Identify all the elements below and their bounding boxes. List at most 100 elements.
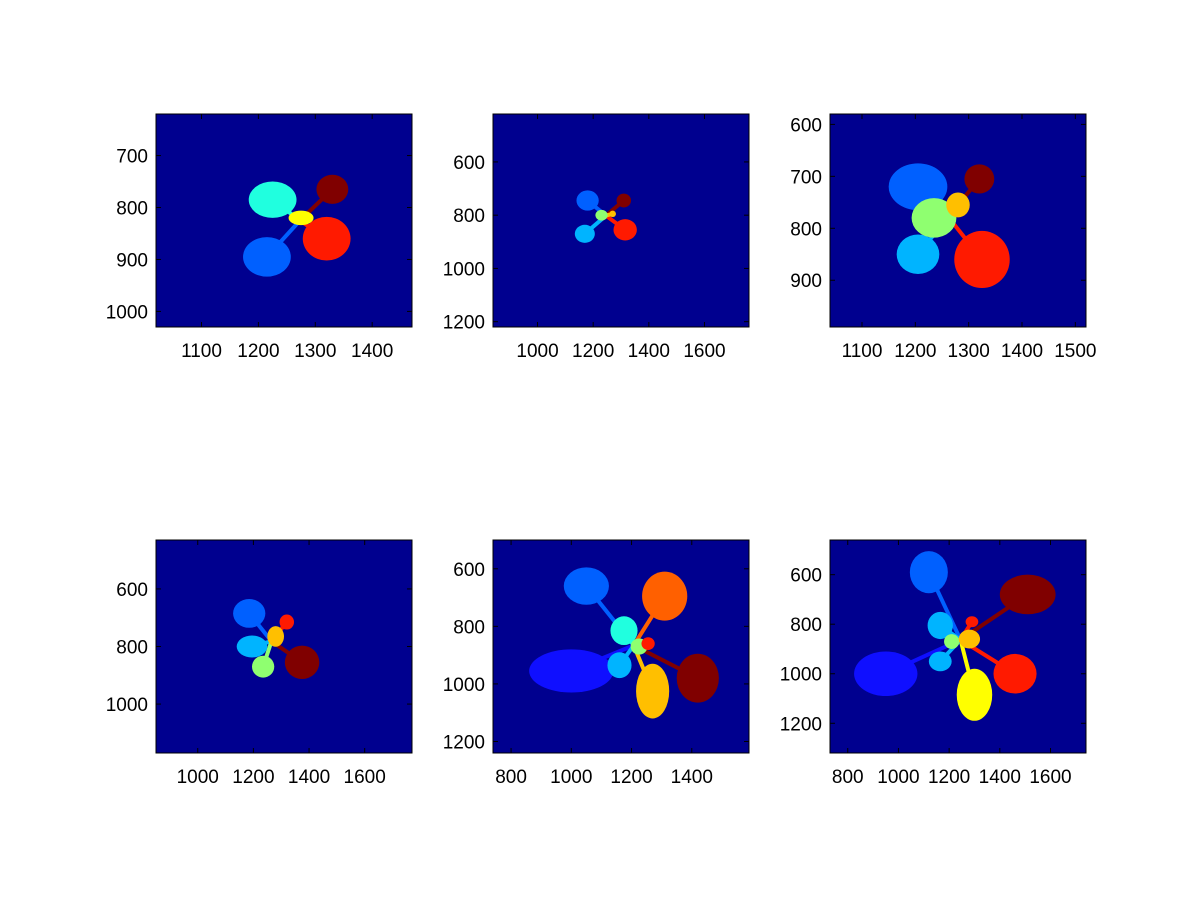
y-tick-label: 800 bbox=[453, 617, 485, 638]
leaf-segment bbox=[252, 655, 275, 678]
leaf-segment bbox=[928, 651, 952, 672]
leaf-segment bbox=[642, 571, 688, 621]
leaf-segment bbox=[316, 174, 349, 204]
x-tick-label: 1000 bbox=[516, 341, 558, 362]
x-tick-label: 1200 bbox=[928, 767, 970, 788]
leaf-segment bbox=[616, 193, 632, 208]
subplot-6: 800 1000 1200 1400 1600 600 800 1000 1200 bbox=[780, 539, 1087, 788]
y-tick-label: 700 bbox=[116, 147, 148, 168]
x-tick-label: 1400 bbox=[979, 767, 1021, 788]
axes-frame bbox=[155, 113, 413, 328]
y-tick-label: 1000 bbox=[443, 675, 485, 696]
x-tick-label: 1400 bbox=[288, 767, 330, 788]
plot-area bbox=[156, 114, 412, 327]
plot-area bbox=[830, 540, 1086, 753]
segmentation-image bbox=[529, 567, 719, 719]
leaf-segment bbox=[854, 651, 918, 697]
leaf-segment bbox=[288, 210, 314, 226]
subplot-grid: 1100 1200 1300 1400 700 800 900 1000 1000 1200 140… bbox=[106, 113, 1096, 788]
x-tick-label: 1000 bbox=[177, 767, 219, 788]
leaf-segment bbox=[609, 210, 616, 218]
y-tick-label: 900 bbox=[790, 271, 822, 292]
leaf-segment bbox=[636, 663, 670, 719]
leaf-segment bbox=[964, 164, 995, 194]
subplot-5: 800 1000 1200 1400 600 800 1000 1200 bbox=[443, 539, 750, 788]
leaf-segment bbox=[284, 645, 320, 680]
leaf-segment bbox=[956, 668, 993, 721]
x-tick-label: 1400 bbox=[671, 767, 713, 788]
y-tick-label: 1200 bbox=[443, 732, 485, 753]
leaf-segment bbox=[267, 626, 284, 647]
subplot-4: 1000 1200 1400 1600 600 800 1000 bbox=[106, 539, 413, 788]
y-tick-label: 1000 bbox=[106, 695, 148, 716]
leaf-segment bbox=[574, 224, 595, 243]
leaf-segment bbox=[529, 649, 614, 693]
x-tick-label: 1600 bbox=[683, 341, 725, 362]
leaf-segment bbox=[954, 230, 1010, 289]
y-tick-label: 1000 bbox=[780, 665, 822, 686]
subplot-1: 1100 1200 1300 1400 700 800 900 1000 bbox=[106, 113, 413, 362]
x-tick-label: 1200 bbox=[237, 341, 279, 362]
leaf-segment bbox=[999, 574, 1056, 615]
y-tick-label: 600 bbox=[790, 566, 822, 587]
x-tick-label: 1100 bbox=[842, 341, 883, 362]
y-tick-label: 600 bbox=[453, 560, 485, 581]
leaf-segment bbox=[595, 209, 608, 221]
leaf-segment bbox=[946, 192, 970, 218]
segmentation-image bbox=[888, 163, 1010, 289]
leaf-segment bbox=[993, 653, 1037, 694]
leaf-segment bbox=[676, 653, 719, 703]
axes-frame bbox=[492, 539, 750, 754]
y-tick-label: 600 bbox=[790, 115, 822, 136]
y-tick-label: 600 bbox=[453, 153, 485, 174]
leaf-segment bbox=[944, 634, 960, 649]
x-tick-label: 1000 bbox=[877, 767, 919, 788]
y-tick-label: 1000 bbox=[443, 259, 485, 280]
x-tick-label: 1200 bbox=[610, 767, 652, 788]
axes-frame bbox=[492, 113, 750, 328]
segmentation-image bbox=[574, 190, 637, 243]
segmentation-image bbox=[233, 599, 320, 680]
segmentation-image bbox=[243, 174, 351, 277]
axes-frame bbox=[829, 113, 1087, 328]
axes-frame bbox=[829, 539, 1087, 754]
y-tick-label: 700 bbox=[790, 167, 822, 188]
y-tick-label: 800 bbox=[790, 219, 822, 240]
leaf-segment bbox=[233, 599, 266, 628]
leaf-segment bbox=[236, 635, 268, 658]
x-tick-label: 1100 bbox=[181, 341, 222, 362]
leaf-segment bbox=[563, 567, 609, 605]
x-tick-label: 800 bbox=[495, 767, 527, 788]
x-tick-label: 1200 bbox=[572, 341, 614, 362]
leaf-segment bbox=[641, 637, 655, 650]
y-tick-label: 800 bbox=[453, 206, 485, 227]
x-tick-label: 1400 bbox=[351, 341, 393, 362]
x-tick-label: 800 bbox=[832, 767, 864, 788]
segmentation-image bbox=[854, 551, 1056, 721]
leaf-segment bbox=[896, 234, 940, 275]
x-tick-label: 1200 bbox=[232, 767, 274, 788]
leaf-segment bbox=[927, 611, 953, 640]
y-tick-label: 1200 bbox=[780, 714, 822, 735]
subplot-2: 1000 1200 1400 1600 600 800 1000 1200 bbox=[443, 113, 750, 362]
plot-area bbox=[493, 540, 749, 753]
leaf-segment bbox=[613, 219, 637, 241]
y-tick-label: 900 bbox=[116, 250, 148, 271]
plot-area bbox=[156, 540, 412, 753]
y-tick-label: 1200 bbox=[443, 313, 485, 334]
x-tick-label: 1400 bbox=[1001, 341, 1043, 362]
leaf-segment bbox=[248, 181, 297, 218]
x-tick-label: 1200 bbox=[894, 341, 936, 362]
x-tick-label: 1000 bbox=[550, 767, 592, 788]
leaf-segment bbox=[909, 551, 948, 594]
plot-area bbox=[830, 114, 1086, 327]
x-tick-label: 1600 bbox=[344, 767, 386, 788]
subplot-3: 1100 1200 1300 1400 1500 600 700 800 900 bbox=[790, 113, 1096, 362]
y-tick-label: 1000 bbox=[106, 302, 148, 323]
leaf-segment bbox=[243, 237, 291, 277]
x-tick-label: 1600 bbox=[1029, 767, 1071, 788]
y-tick-label: 800 bbox=[116, 199, 148, 220]
leaf-segment bbox=[958, 629, 981, 649]
leaf-segment bbox=[911, 198, 957, 238]
